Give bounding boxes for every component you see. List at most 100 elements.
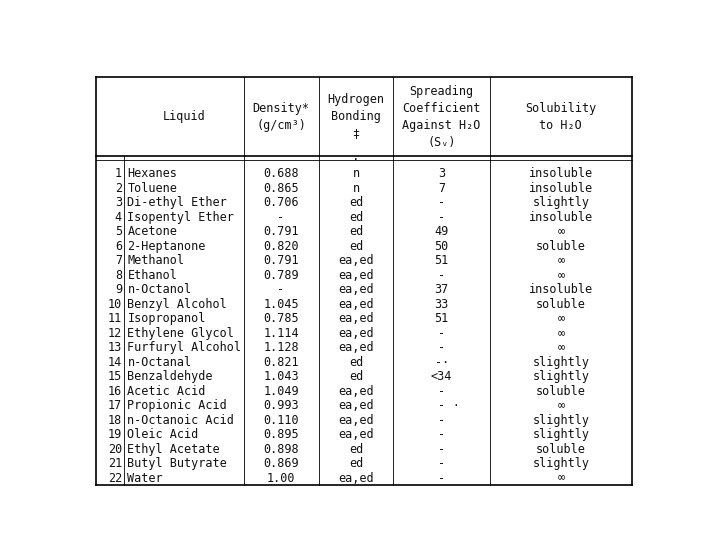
Text: ea,ed: ea,ed [338,254,374,267]
Text: 1.114: 1.114 [263,327,299,340]
Text: ed: ed [349,225,363,238]
Text: 20: 20 [108,442,122,456]
Text: insoluble: insoluble [529,283,593,296]
Text: ea,ed: ea,ed [338,327,374,340]
Text: 0.869: 0.869 [263,457,299,470]
Text: Di-ethyl Ether: Di-ethyl Ether [128,196,227,209]
Text: -: - [278,211,285,224]
Text: -: - [438,196,446,209]
Text: 1: 1 [115,168,122,180]
Text: ea,ed: ea,ed [338,428,374,441]
Text: 2-Heptanone: 2-Heptanone [128,240,206,253]
Text: Spreading
Coefficient
Against H₂O
(Sᵥ): Spreading Coefficient Against H₂O (Sᵥ) [403,84,481,149]
Text: ∞: ∞ [557,254,565,267]
Text: Ethyl Acetate: Ethyl Acetate [128,442,220,456]
Text: 5: 5 [115,225,122,238]
Text: Water: Water [128,472,163,484]
Text: ea,ed: ea,ed [338,269,374,282]
Text: soluble: soluble [536,298,586,311]
Text: Benzaldehyde: Benzaldehyde [128,370,213,383]
Text: 49: 49 [434,225,449,238]
Text: -: - [438,442,446,456]
Text: ea,ed: ea,ed [338,341,374,354]
Text: 0.993: 0.993 [263,399,299,412]
Text: n-Octanal: n-Octanal [128,355,192,369]
Text: 0.791: 0.791 [263,254,299,267]
Text: 33: 33 [434,298,449,311]
Text: 6: 6 [115,240,122,253]
Text: ed: ed [349,211,363,224]
Text: Isopropanol: Isopropanol [128,312,206,325]
Text: Butyl Butyrate: Butyl Butyrate [128,457,227,470]
Text: ·: · [352,153,360,166]
Text: 2: 2 [115,182,122,195]
Text: 17: 17 [108,399,122,412]
Text: soluble: soluble [536,385,586,398]
Text: 18: 18 [108,414,122,426]
Text: Hexanes: Hexanes [128,168,178,180]
Text: -: - [278,283,285,296]
Text: 0.820: 0.820 [263,240,299,253]
Text: Acetone: Acetone [128,225,178,238]
Text: ∞: ∞ [557,399,565,412]
Text: 0.789: 0.789 [263,269,299,282]
Text: 0.895: 0.895 [263,428,299,441]
Text: ∞: ∞ [557,225,565,238]
Text: 50: 50 [434,240,449,253]
Text: ed: ed [349,355,363,369]
Text: ∞: ∞ [557,327,565,340]
Text: ed: ed [349,240,363,253]
Text: ∞: ∞ [557,472,565,484]
Text: 15: 15 [108,370,122,383]
Text: 22: 22 [108,472,122,484]
Text: ∞: ∞ [557,312,565,325]
Text: 12: 12 [108,327,122,340]
Text: Propionic Acid: Propionic Acid [128,399,227,412]
Text: 3: 3 [115,196,122,209]
Text: slightly: slightly [532,196,589,209]
Text: soluble: soluble [536,442,586,456]
Text: -: - [438,472,446,484]
Text: -: - [438,385,446,398]
Text: 0.785: 0.785 [263,312,299,325]
Text: ea,ed: ea,ed [338,298,374,311]
Text: ea,ed: ea,ed [338,385,374,398]
Text: n: n [352,182,360,195]
Text: 0.706: 0.706 [263,196,299,209]
Text: 10: 10 [108,298,122,311]
Text: 1.128: 1.128 [263,341,299,354]
Text: -: - [438,428,446,441]
Text: 1.049: 1.049 [263,385,299,398]
Text: ea,ed: ea,ed [338,414,374,426]
Text: ed: ed [349,196,363,209]
Text: 0.688: 0.688 [263,168,299,180]
Text: 7: 7 [115,254,122,267]
Text: 8: 8 [115,269,122,282]
Text: Ethylene Glycol: Ethylene Glycol [128,327,234,340]
Text: n-Octanoic Acid: n-Octanoic Acid [128,414,234,426]
Text: Oleic Acid: Oleic Acid [128,428,199,441]
Text: soluble: soluble [536,240,586,253]
Text: slightly: slightly [532,355,589,369]
Text: insoluble: insoluble [529,182,593,195]
Text: 0.865: 0.865 [263,182,299,195]
Text: ∞: ∞ [557,269,565,282]
Text: 7: 7 [438,182,446,195]
Text: 37: 37 [434,283,449,296]
Text: Isopentyl Ether: Isopentyl Ether [128,211,234,224]
Text: Acetic Acid: Acetic Acid [128,385,206,398]
Text: 0.898: 0.898 [263,442,299,456]
Text: 16: 16 [108,385,122,398]
Text: slightly: slightly [532,428,589,441]
Text: Liquid: Liquid [162,110,205,123]
Text: -: - [438,327,446,340]
Text: -: - [438,211,446,224]
Text: ed: ed [349,370,363,383]
Text: 14: 14 [108,355,122,369]
Text: ed: ed [349,442,363,456]
Text: slightly: slightly [532,370,589,383]
Text: ea,ed: ea,ed [338,399,374,412]
Text: 3: 3 [438,168,446,180]
Text: Toluene: Toluene [128,182,178,195]
Text: insoluble: insoluble [529,168,593,180]
